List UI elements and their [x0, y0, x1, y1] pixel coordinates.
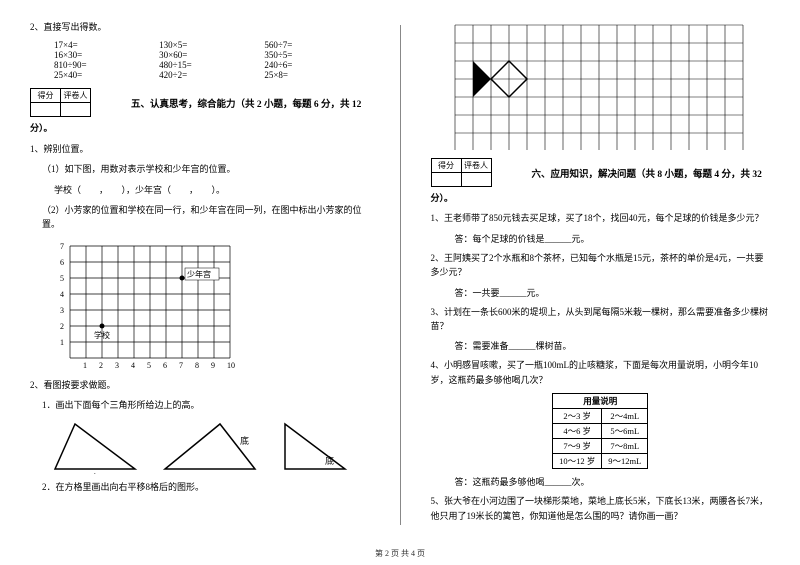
shape-grid — [450, 20, 750, 150]
score-cell: 得分 — [431, 159, 461, 173]
svg-text:3: 3 — [115, 361, 119, 370]
svg-text:4: 4 — [60, 290, 64, 299]
dosage-table: 用量说明 2～3 岁2～4mL 4～6 岁5～6mL 7～9 岁7～8mL 10… — [552, 393, 648, 469]
dosage-cell: 7～9 岁 — [553, 439, 602, 454]
r-a1: 答：每个足球的价钱是______元。 — [455, 232, 771, 245]
coordinate-grid: 1 2 3 4 5 6 7 8 9 10 1 2 3 4 5 6 7 学校 少年宫 — [50, 238, 250, 378]
score-cell: 评卷人 — [61, 89, 91, 103]
triangle-2: 底 — [160, 419, 260, 474]
calc: 350÷5= — [264, 50, 369, 60]
dosage-cell: 7～8mL — [602, 439, 648, 454]
r-a2: 答：一共要______元。 — [455, 286, 771, 299]
calc: 25×8= — [264, 70, 369, 80]
q2b-title: 2、看图按要求做题。 — [30, 378, 370, 392]
base-label: 底 — [325, 455, 334, 466]
fen: 分）。 — [431, 191, 771, 205]
calc: 30×60= — [159, 50, 264, 60]
fen: 分）。 — [30, 121, 370, 135]
triangle-3: 底 — [280, 419, 350, 474]
svg-text:少年宫: 少年宫 — [187, 269, 211, 279]
svg-text:3: 3 — [60, 306, 64, 315]
section5-title: 五、认真思考，综合能力（共 2 小题，每题 6 分，共 12 — [131, 96, 361, 110]
svg-text:1: 1 — [60, 338, 64, 347]
calc: 17×4= — [54, 40, 159, 50]
svg-text:4: 4 — [131, 361, 135, 370]
svg-text:7: 7 — [60, 242, 64, 251]
column-divider — [400, 25, 401, 525]
r-a3: 答：需要准备______棵树苗。 — [455, 339, 771, 352]
calc: 240÷6= — [264, 60, 369, 70]
svg-text:5: 5 — [147, 361, 151, 370]
svg-text:8: 8 — [195, 361, 199, 370]
dosage-cell: 10～12 岁 — [553, 454, 602, 469]
section6-title: 六、应用知识，解决问题（共 8 小题，每题 4 分，共 32 — [532, 166, 762, 180]
q2b-1: 1．画出下面每个三角形所给边上的高。 — [30, 398, 370, 412]
q1-1: （1）如下图，用数对表示学校和少年宫的位置。 — [30, 162, 370, 176]
svg-text:2: 2 — [99, 361, 103, 370]
r-q1: 1、王老师带了850元钱去买足球，买了18个，找回40元，每个足球的价钱是多少元… — [431, 211, 771, 225]
dosage-cell: 4～6 岁 — [553, 424, 602, 439]
score-cell: 得分 — [31, 89, 61, 103]
svg-text:6: 6 — [163, 361, 167, 370]
calc: 480÷15= — [159, 60, 264, 70]
svg-text:10: 10 — [227, 361, 235, 370]
calc: 25×40= — [54, 70, 159, 80]
calc: 810÷90= — [54, 60, 159, 70]
left-column: 2、直接写出得数。 17×4=130×5=560÷7= 16×30=30×60=… — [30, 20, 370, 540]
dosage-cell: 9～12mL — [602, 454, 648, 469]
right-column: 得分 评卷人 六、应用知识，解决问题（共 8 小题，每题 4 分，共 32 分）… — [431, 20, 771, 540]
q1-title: 1、辨别位置。 — [30, 142, 370, 156]
svg-text:学校: 学校 — [94, 330, 110, 340]
svg-text:5: 5 — [60, 274, 64, 283]
score-cell: 评卷人 — [461, 159, 491, 173]
r-q2: 2、王阿姨买了2个水瓶和8个茶杯，已知每个水瓶是15元，茶杯的单价是4元，一共要… — [431, 251, 771, 280]
q1-1b: 学校（ ， ），少年宫（ ， ）。 — [30, 183, 370, 197]
r-a4: 答：这瓶药最多够他喝______次。 — [455, 475, 771, 488]
score-box: 得分 评卷人 六、应用知识，解决问题（共 8 小题，每题 4 分，共 32 — [431, 158, 771, 187]
q2b-2: 2．在方格里画出向右平移8格后的图形。 — [30, 480, 370, 494]
calc: 560÷7= — [264, 40, 369, 50]
calc: 130×5= — [159, 40, 264, 50]
score-box: 得分 评卷人 五、认真思考，综合能力（共 2 小题，每题 6 分，共 12 — [30, 88, 370, 117]
svg-text:2: 2 — [60, 322, 64, 331]
svg-text:1: 1 — [83, 361, 87, 370]
dosage-header: 用量说明 — [553, 394, 648, 409]
dosage-cell: 5～6mL — [602, 424, 648, 439]
base-label: 底 — [240, 435, 249, 446]
dosage-cell: 2～4mL — [602, 409, 648, 424]
base-label: 底 — [90, 472, 99, 474]
calc: 16×30= — [54, 50, 159, 60]
calc-block: 17×4=130×5=560÷7= 16×30=30×60=350÷5= 810… — [30, 40, 370, 80]
calc: 420÷2= — [159, 70, 264, 80]
svg-text:9: 9 — [211, 361, 215, 370]
q1-2: （2）小芳家的位置和学校在同一行，和少年宫在同一列，在图中标出小芳家的位置。 — [30, 203, 370, 232]
q2-title: 2、直接写出得数。 — [30, 20, 370, 34]
triangles: 底 底 底 — [50, 419, 370, 474]
r-q5: 5、张大爷在小河边围了一块梯形菜地，菜地上底长5米，下底长13米，两腰各长7米，… — [431, 494, 771, 523]
svg-text:7: 7 — [179, 361, 183, 370]
r-q3: 3、计划在一条长600米的堤坝上，从头到尾每隔5米栽一棵树，那么需要准备多少棵树… — [431, 305, 771, 334]
page-footer: 第 2 页 共 4 页 — [0, 548, 800, 559]
dosage-cell: 2～3 岁 — [553, 409, 602, 424]
svg-text:6: 6 — [60, 258, 64, 267]
r-q4: 4、小明感冒咳嗽，买了一瓶100mL的止咳糖浆，下面是每次用量说明，小明今年10… — [431, 358, 771, 387]
triangle-1: 底 — [50, 419, 140, 474]
